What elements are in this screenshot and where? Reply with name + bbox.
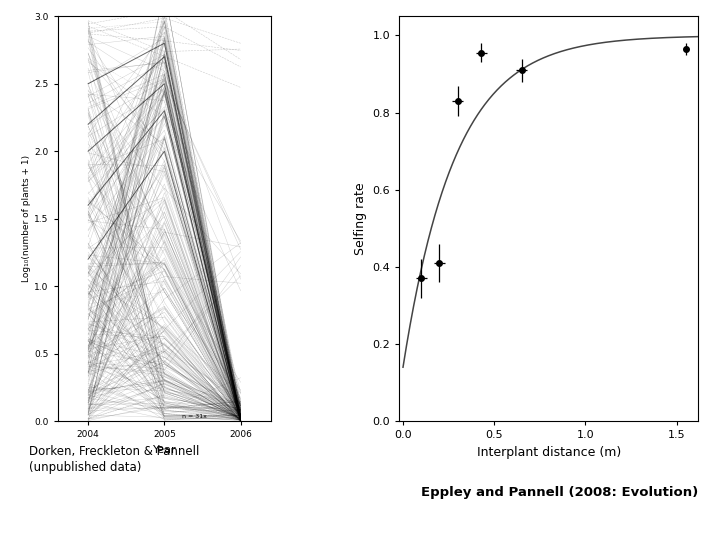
Text: Dorken, Freckleton & Pannell
(unpublished data): Dorken, Freckleton & Pannell (unpublishe… bbox=[29, 446, 199, 474]
Text: Eppley and Pannell (2008: Evolution): Eppley and Pannell (2008: Evolution) bbox=[421, 486, 698, 499]
Text: n = 31x: n = 31x bbox=[182, 415, 207, 420]
Y-axis label: Selfing rate: Selfing rate bbox=[354, 183, 367, 255]
Y-axis label: Log₁₀(number of plants + 1): Log₁₀(number of plants + 1) bbox=[22, 155, 32, 282]
X-axis label: Interplant distance (m): Interplant distance (m) bbox=[477, 446, 621, 459]
X-axis label: Year: Year bbox=[153, 445, 176, 455]
